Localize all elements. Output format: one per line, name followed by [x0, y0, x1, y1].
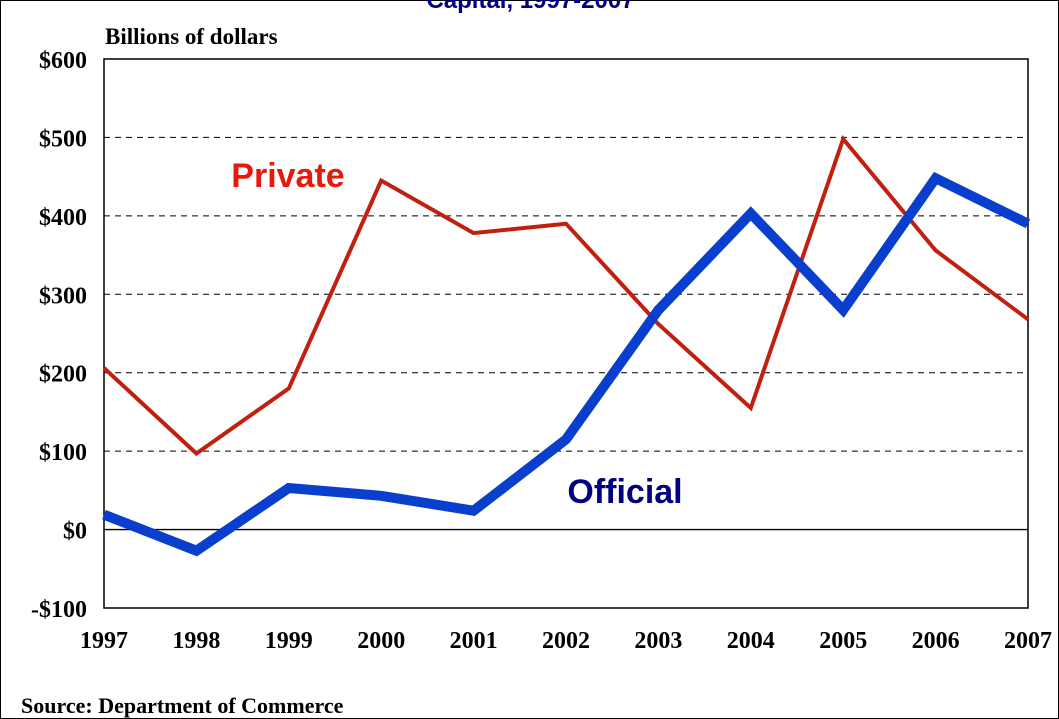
source-note: Source: Department of Commerce: [21, 693, 344, 718]
y-tick-label: -$100: [31, 597, 87, 623]
x-tick-label: 1998: [172, 628, 220, 654]
x-axis-ticks: 1997 1998 1999 2000 2001 2002 2003 2004 2005 2006…: [80, 628, 1052, 654]
y-tick-label: $500: [39, 126, 87, 152]
chart-title: Capital, 1997-2007: [426, 0, 635, 14]
series-lines: [102, 134, 1031, 557]
x-tick-label: 1999: [265, 628, 313, 654]
y-tick-label: $100: [39, 440, 87, 466]
y-tick-label: $0: [63, 519, 87, 545]
series-label-official: Official: [567, 473, 682, 511]
x-tick-label: 2002: [542, 628, 590, 654]
x-tick-label: 1997: [80, 628, 128, 654]
series-line-official: [102, 171, 1031, 557]
y-tick-label: $400: [39, 205, 87, 231]
x-tick-label: 2001: [450, 628, 498, 654]
y-tick-label: $200: [39, 362, 87, 388]
y-axis-ticks: $600 $500 $400 $300 $200 $100 $0 -$100: [31, 48, 87, 623]
x-tick-label: 2003: [634, 628, 682, 654]
x-tick-label: 2004: [727, 628, 775, 654]
x-tick-label: 2005: [819, 628, 867, 654]
y-axis-label: Billions of dollars: [105, 24, 278, 49]
x-tick-label: 2007: [1004, 628, 1052, 654]
x-tick-label: 2006: [912, 628, 960, 654]
gridlines: [104, 136, 1028, 531]
series-label-private: Private: [231, 157, 344, 195]
y-tick-label: $300: [39, 283, 87, 309]
series-line-private: [102, 134, 1030, 457]
y-tick-label: $600: [39, 48, 87, 74]
plot-area: [103, 58, 1029, 609]
x-tick-label: 2000: [357, 628, 405, 654]
